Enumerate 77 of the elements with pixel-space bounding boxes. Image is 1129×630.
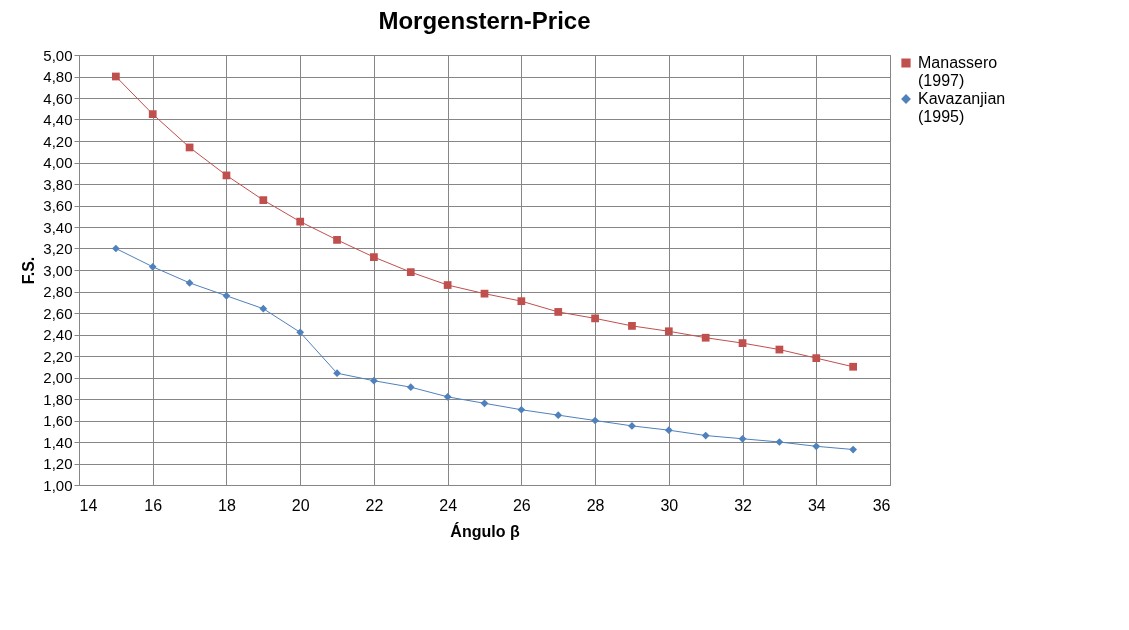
point xyxy=(591,314,599,323)
point xyxy=(222,291,231,300)
x-tick-label: 24 xyxy=(439,496,458,514)
x-tick-label: 34 xyxy=(807,496,826,514)
point xyxy=(443,392,452,401)
x-tick-label: 18 xyxy=(218,496,236,514)
point xyxy=(701,333,710,342)
y-tick-label: 2,80 xyxy=(43,283,73,300)
point xyxy=(406,383,415,392)
point xyxy=(517,297,526,306)
y-tick-label: 5,00 xyxy=(43,46,73,64)
point xyxy=(111,244,120,253)
y-tick-label: 3,20 xyxy=(43,240,73,257)
x-axis-title: Ángulo β xyxy=(450,521,520,540)
x-tick-label: 36 xyxy=(872,496,891,514)
point xyxy=(480,289,489,298)
point xyxy=(628,422,636,430)
y-tick-label: 3,00 xyxy=(43,261,73,279)
point xyxy=(259,304,268,313)
y-tick-label: 4,00 xyxy=(43,154,73,171)
y-tick-label: 1,60 xyxy=(43,412,73,429)
point xyxy=(738,434,747,443)
x-tick-label: 32 xyxy=(734,496,753,514)
point xyxy=(148,110,157,118)
x-tick-label: 14 xyxy=(79,496,98,514)
point xyxy=(849,445,858,454)
point xyxy=(370,376,378,385)
point xyxy=(480,399,489,408)
point xyxy=(775,438,784,446)
y-tick-label: 2,60 xyxy=(43,304,73,322)
y-axis-title: F.S. xyxy=(20,256,38,285)
point xyxy=(296,217,305,226)
y-tick-label: 1,20 xyxy=(43,455,73,472)
point xyxy=(849,362,858,371)
x-tick-label: 28 xyxy=(586,496,605,514)
point xyxy=(259,196,268,204)
point xyxy=(554,411,563,419)
point xyxy=(148,262,157,271)
x-tick-label: 20 xyxy=(291,496,310,514)
y-tick-label: 4,40 xyxy=(43,111,73,128)
point xyxy=(591,416,599,425)
point xyxy=(554,308,563,316)
y-tick-label: 1,40 xyxy=(43,433,73,451)
y-tick-label: 3,60 xyxy=(43,197,73,214)
y-tick-label: 4,80 xyxy=(43,68,73,85)
y-tick-label: 4,20 xyxy=(43,132,73,150)
y-tick-label: 2,00 xyxy=(43,369,73,386)
point xyxy=(111,72,120,81)
point xyxy=(406,268,415,277)
point xyxy=(185,279,194,287)
point xyxy=(333,236,341,244)
point xyxy=(664,327,673,336)
point xyxy=(370,253,378,261)
point xyxy=(812,442,821,451)
x-tick-label: 16 xyxy=(144,496,163,514)
legend-label: Kavazanjian (1995) xyxy=(918,90,1006,125)
legend-label: Manassero (1997) xyxy=(918,54,998,89)
y-tick-label: 1,00 xyxy=(43,476,73,494)
x-tick-label: 22 xyxy=(365,496,384,514)
point xyxy=(628,322,636,330)
x-tick-label: 26 xyxy=(512,496,531,514)
point xyxy=(701,431,710,440)
y-tick-label: 2,40 xyxy=(43,326,73,343)
y-tick-label: 3,40 xyxy=(43,218,73,236)
point xyxy=(333,369,341,378)
point xyxy=(738,339,747,347)
y-tick-label: 1,80 xyxy=(43,390,73,408)
point xyxy=(517,405,526,414)
x-tick-label: 30 xyxy=(660,496,679,514)
point xyxy=(664,426,673,435)
y-tick-label: 3,80 xyxy=(43,175,73,193)
y-tick-label: 2,20 xyxy=(43,347,73,365)
point xyxy=(443,281,452,289)
point xyxy=(296,328,305,337)
y-tick-label: 4,60 xyxy=(43,89,73,107)
point xyxy=(812,354,821,363)
chart-title: Morgenstern-Price xyxy=(378,7,591,34)
